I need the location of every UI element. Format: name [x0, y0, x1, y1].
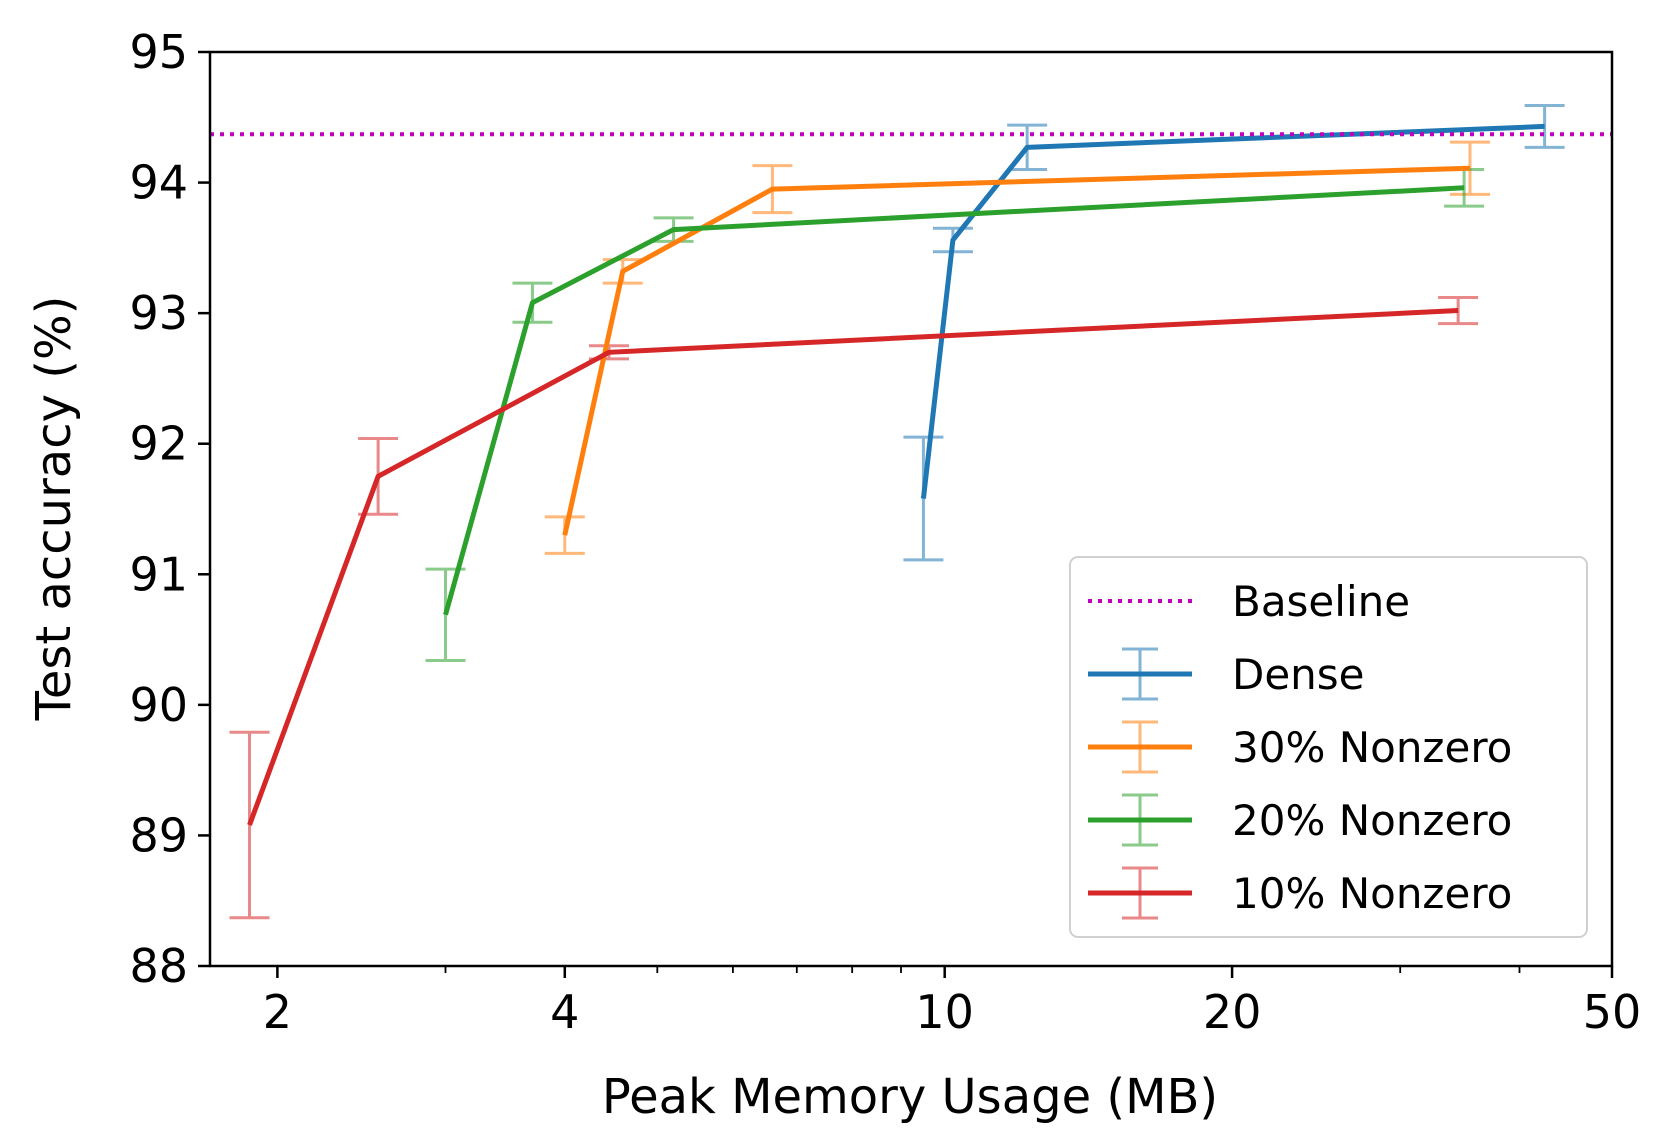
legend-label: 30% Nonzero	[1232, 723, 1512, 772]
x-tick-label: 50	[1583, 985, 1642, 1039]
series-line	[443, 185, 1465, 616]
y-tick-label: 88	[129, 939, 188, 993]
y-tick-label: 91	[129, 547, 188, 601]
legend-box	[1069, 556, 1588, 938]
y-axis-title: Test accuracy (%)	[26, 296, 82, 722]
y-tick-label: 92	[129, 417, 188, 471]
x-tick-label: 4	[550, 985, 579, 1039]
legend-label: Dense	[1232, 650, 1365, 699]
x-axis-title: Peak Memory Usage (MB)	[602, 1069, 1218, 1125]
legend-label: Baseline	[1232, 577, 1410, 626]
y-tick-label: 93	[129, 286, 188, 340]
x-tick-label: 2	[263, 985, 292, 1039]
x-tick-label: 20	[1203, 985, 1262, 1039]
y-tick-label: 90	[129, 678, 188, 732]
y-tick-label: 95	[129, 25, 188, 79]
legend-label: 20% Nonzero	[1232, 796, 1512, 845]
y-tick-label: 94	[129, 156, 188, 210]
axes-frame	[208, 50, 1614, 968]
y-tick-label: 89	[129, 808, 188, 862]
series-line	[247, 308, 1459, 826]
error-bar	[229, 730, 270, 920]
x-tick-label: 10	[915, 985, 974, 1039]
axes: 88 89 90 91 92 93 94 95 2 4 10 20 50	[129, 25, 1641, 1039]
legend-label: 10% Nonzero	[1232, 869, 1512, 918]
series-line	[920, 123, 1545, 499]
legend: Baseline Dense 30% Nonzero 20% Nonzero 10% N…	[1069, 556, 1588, 938]
plot-area	[210, 104, 1612, 920]
